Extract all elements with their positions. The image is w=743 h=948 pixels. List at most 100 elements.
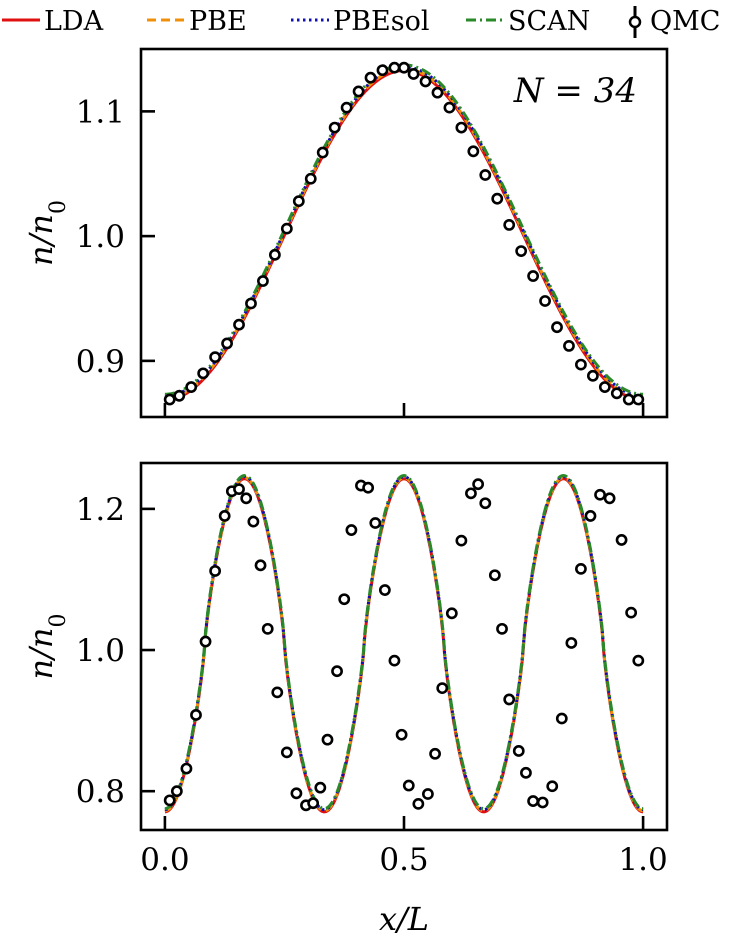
qmc-point bbox=[615, 534, 628, 546]
qmc-point bbox=[402, 779, 415, 792]
qmc-point bbox=[536, 796, 549, 809]
qmc-point bbox=[465, 487, 477, 500]
qmc-point bbox=[185, 381, 198, 393]
y-axis-label: n/n0 bbox=[22, 200, 71, 266]
qmc-point bbox=[280, 746, 293, 759]
qmc-point bbox=[407, 68, 420, 80]
qmc-point bbox=[271, 686, 284, 699]
legend-label: SCAN bbox=[508, 6, 590, 37]
qmc-point bbox=[352, 85, 365, 98]
qmc-point bbox=[254, 559, 267, 572]
qmc-point bbox=[563, 339, 575, 352]
qmc-point bbox=[503, 218, 516, 231]
y-tick-label: 1.0 bbox=[76, 633, 125, 669]
qmc-point bbox=[261, 622, 274, 635]
qmc-point bbox=[412, 797, 425, 810]
qmc-point bbox=[233, 318, 245, 331]
qmc-point bbox=[455, 534, 468, 547]
qmc-point bbox=[551, 321, 563, 334]
qmc-point bbox=[546, 780, 559, 793]
qmc-point bbox=[292, 195, 305, 208]
plot-area bbox=[163, 61, 645, 406]
qmc-point bbox=[512, 745, 525, 757]
qmc-point bbox=[209, 565, 222, 577]
qmc-point bbox=[376, 64, 389, 77]
qmc-point bbox=[173, 389, 186, 402]
qmc-point bbox=[539, 295, 551, 307]
qmc-point bbox=[245, 297, 257, 310]
qmc-point bbox=[479, 169, 492, 181]
qmc-point bbox=[316, 146, 329, 159]
qmc-point bbox=[479, 497, 492, 510]
qmc-point bbox=[575, 562, 587, 575]
qmc-point bbox=[170, 785, 183, 798]
qmc-point bbox=[429, 747, 441, 760]
qmc-point bbox=[209, 351, 222, 364]
qmc-point bbox=[436, 682, 449, 695]
qmc-point bbox=[419, 75, 432, 88]
y-tick-label: 1.1 bbox=[76, 94, 125, 130]
qmc-point bbox=[369, 517, 382, 529]
qmc-point bbox=[603, 492, 616, 505]
qmc-point bbox=[422, 788, 434, 800]
qmc-point bbox=[472, 478, 485, 491]
top-panel: 0.9 1.0 1.1 n/n0 N = 34 bbox=[22, 47, 669, 419]
qmc-point bbox=[321, 733, 334, 746]
qmc-point bbox=[163, 393, 176, 406]
qmc-point bbox=[163, 794, 176, 807]
qmc-point bbox=[199, 635, 212, 648]
legend-label: PBEsol bbox=[333, 6, 429, 37]
legend-entry-qmc: QMC bbox=[628, 6, 720, 38]
qmc-point bbox=[598, 381, 611, 393]
qmc-point bbox=[527, 795, 540, 807]
qmc-point bbox=[328, 121, 341, 134]
qmc-point bbox=[491, 192, 504, 205]
x-tick-label: 1.0 bbox=[618, 842, 667, 878]
qmc-point bbox=[304, 172, 317, 185]
series-line-lda bbox=[164, 477, 644, 814]
qmc-point bbox=[555, 712, 568, 725]
qmc-point bbox=[622, 393, 635, 406]
legend-entry-pbe: PBE bbox=[147, 6, 247, 37]
qmc-point bbox=[362, 481, 375, 494]
qmc-point bbox=[431, 86, 444, 99]
x-tick-label: 0.0 bbox=[140, 842, 189, 878]
qmc-point bbox=[290, 787, 303, 800]
qmc-point bbox=[180, 762, 193, 775]
y-tick-label: 0.9 bbox=[76, 344, 125, 380]
legend-entry-scan: SCAN bbox=[466, 6, 590, 37]
x-axis-label: x/L bbox=[379, 900, 429, 938]
qmc-point bbox=[584, 510, 597, 522]
legend: LDA PBE PBEsol SCAN QMC bbox=[2, 6, 720, 38]
qmc-point bbox=[197, 367, 210, 380]
qmc-point bbox=[247, 515, 260, 528]
qmc-point bbox=[280, 222, 293, 235]
qmc-point bbox=[565, 637, 578, 649]
qmc-point bbox=[503, 693, 516, 706]
qmc-point bbox=[268, 248, 281, 261]
qmc-point bbox=[331, 665, 343, 678]
legend-label: QMC bbox=[650, 6, 720, 37]
qmc-point bbox=[625, 606, 638, 619]
y-tick-label: 1.2 bbox=[76, 492, 125, 528]
legend-label: PBE bbox=[189, 6, 247, 37]
qmc-point bbox=[340, 101, 353, 114]
legend-entry-lda: LDA bbox=[2, 6, 104, 37]
plot-area bbox=[163, 474, 645, 814]
qmc-point bbox=[338, 593, 351, 606]
qmc-point bbox=[257, 275, 269, 287]
y-tick-label: 0.8 bbox=[76, 774, 125, 810]
qmc-point bbox=[190, 709, 202, 721]
legend-label: LDA bbox=[44, 6, 104, 37]
x-tick-label: 0.5 bbox=[379, 842, 428, 878]
legend-entry-pbesol: PBEsol bbox=[291, 6, 429, 37]
bottom-panel: 0.0 0.5 1.0 0.8 1.0 1.2 n/n0 x/L bbox=[22, 461, 669, 938]
qmc-point bbox=[520, 766, 532, 779]
qmc-point bbox=[610, 387, 623, 400]
qmc-point bbox=[445, 607, 458, 620]
qmc-point bbox=[398, 61, 410, 74]
qmc-point bbox=[586, 369, 599, 382]
qmc-point bbox=[455, 121, 468, 134]
qmc-point bbox=[575, 358, 587, 371]
